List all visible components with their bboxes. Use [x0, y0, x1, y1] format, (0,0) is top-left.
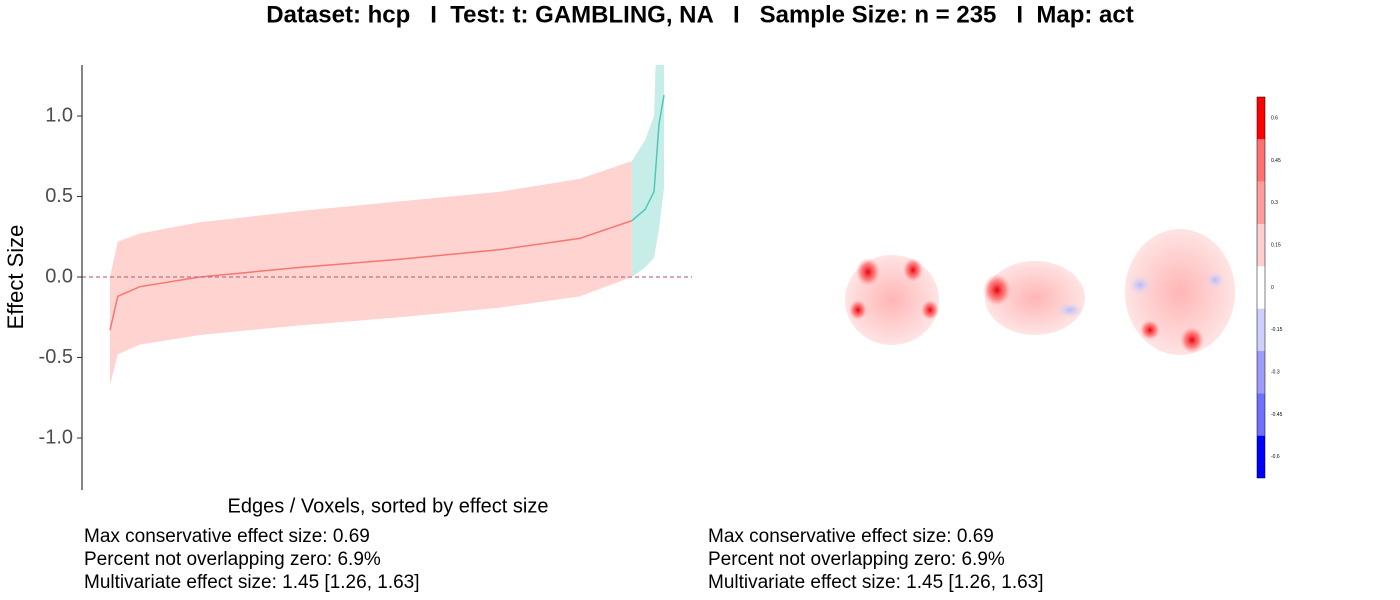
confidence-band — [631, 65, 664, 278]
y-tick-label: -0.5 — [39, 346, 73, 368]
y-tick-label: 1.0 — [45, 104, 73, 126]
colorbar-frame — [1256, 96, 1266, 479]
colorbar-segment — [1257, 308, 1265, 351]
colorbar-segment — [1257, 97, 1265, 140]
colorbar-segment — [1257, 139, 1265, 182]
colorbar-tick-label: 0.45 — [1271, 158, 1281, 164]
colorbar-tick-label: 0.3 — [1271, 200, 1278, 206]
colorbar-segment — [1257, 351, 1265, 394]
colorbar: 0.6 0.45 0.3 0.15 0 -0.15 -0.3 -0.45 -0.6 — [1256, 96, 1283, 479]
plot-area — [109, 65, 665, 385]
stats-note: Max conservative effect size: 0.69 — [708, 526, 994, 547]
x-axis-label: Edges / Voxels, sorted by effect size — [228, 495, 549, 517]
stats-note: Percent not overlapping zero: 6.9% — [708, 549, 1005, 570]
stats-note: Max conservative effect size: 0.69 — [84, 526, 370, 547]
effect-line — [109, 219, 633, 331]
colorbar-tick-label: -0.45 — [1271, 412, 1283, 418]
effect-line — [631, 94, 665, 222]
colorbar-tick-label: -0.3 — [1271, 369, 1280, 375]
colorbar-tick-label: -0.6 — [1271, 454, 1280, 460]
effect-plot: -1.0 -0.5 0.0 0.5 1.0 — [39, 65, 692, 448]
brain-images — [845, 229, 1235, 355]
y-tick-label: -1.0 — [39, 426, 73, 448]
colorbar-tick-label: 0.6 — [1271, 115, 1278, 121]
colorbar-segment — [1257, 266, 1265, 309]
colorbar-segment — [1257, 393, 1265, 436]
y-tick-label: 0.0 — [45, 265, 73, 287]
stats-notes: Max conservative effect size: 0.69Percen… — [84, 526, 1044, 593]
brain-axial — [1125, 229, 1235, 355]
colorbar-segment — [1257, 435, 1265, 478]
colorbar-segment — [1257, 181, 1265, 224]
colorbar-tick-label: 0.15 — [1271, 242, 1281, 248]
stats-note: Multivariate effect size: 1.45 [1.26, 1.… — [708, 572, 1044, 593]
colorbar-tick-label: -0.15 — [1271, 327, 1283, 333]
y-tick-label: 0.5 — [45, 185, 73, 207]
stats-note: Multivariate effect size: 1.45 [1.26, 1.… — [84, 572, 420, 593]
confidence-band — [110, 161, 632, 385]
brain-coronal — [845, 255, 939, 345]
colorbar-segment — [1257, 224, 1265, 267]
colorbar-tick-label: 0 — [1271, 285, 1274, 291]
chart-title: Dataset: hcp I Test: t: GAMBLING, NA I S… — [266, 1, 1134, 28]
stats-note: Percent not overlapping zero: 6.9% — [84, 549, 381, 570]
y-axis-label: Effect Size — [3, 225, 28, 330]
brain-sagittal — [983, 261, 1085, 335]
